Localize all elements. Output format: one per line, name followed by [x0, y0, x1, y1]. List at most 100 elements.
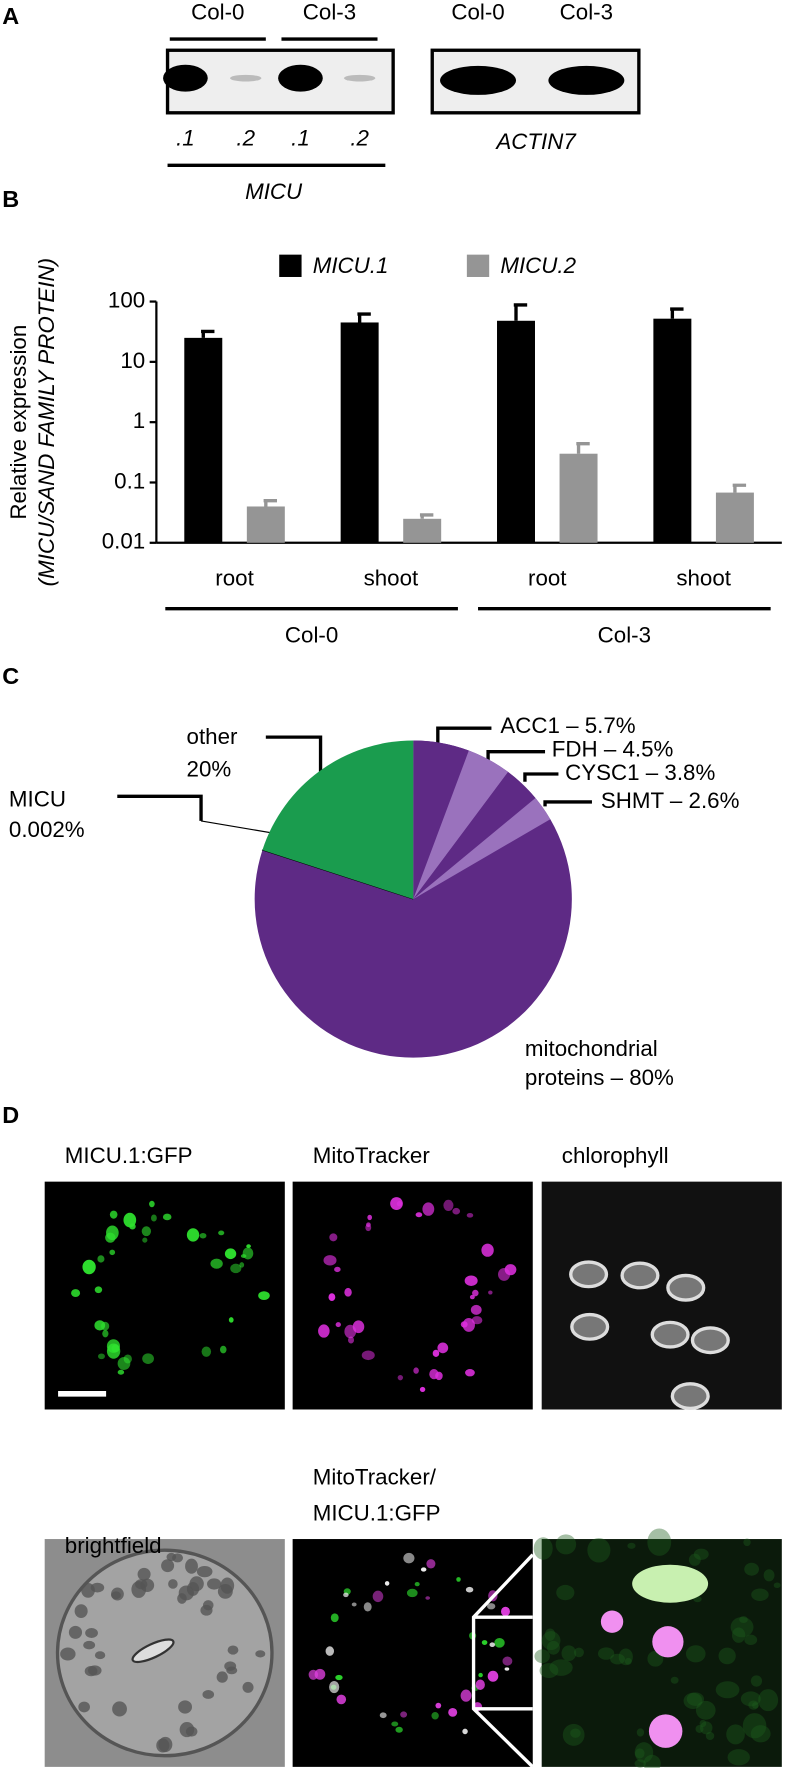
- micrograph-speck: [413, 1367, 419, 1374]
- micrograph-speck: [634, 1759, 647, 1768]
- micrograph-speck: [390, 1197, 403, 1211]
- micrograph-speck: [372, 1590, 384, 1603]
- pie-slice: [413, 750, 509, 900]
- micrograph-speck: [142, 1237, 148, 1243]
- micrograph-speck: [744, 1562, 759, 1576]
- y-tick-label: 1: [133, 408, 145, 433]
- micrograph-speck: [101, 1321, 110, 1331]
- micrograph-speck: [504, 1667, 510, 1671]
- micrograph-speck: [636, 1728, 645, 1737]
- micrograph-speck: [94, 1651, 106, 1660]
- micrograph-speck: [109, 1249, 116, 1256]
- lane-header: Col-3: [560, 0, 613, 24]
- micrograph-speck: [202, 1600, 214, 1611]
- gel-band: [344, 74, 376, 82]
- micrograph-speck: [478, 1672, 483, 1678]
- legend-swatch: [466, 254, 490, 277]
- lane-label: .1: [176, 126, 195, 151]
- micrograph-speck: [481, 1243, 494, 1257]
- micrograph-speck: [156, 1738, 170, 1753]
- micrograph-speck: [751, 1588, 769, 1601]
- panel-letter: C: [2, 663, 19, 689]
- micrograph-speck: [258, 1291, 270, 1300]
- micrograph-speck: [465, 1586, 474, 1593]
- micrograph-speck: [462, 1728, 468, 1735]
- bar: [184, 337, 223, 543]
- micrograph-speck: [544, 1628, 556, 1641]
- gel-band: [230, 74, 262, 82]
- micrograph-speck: [403, 1552, 415, 1564]
- chloroplast: [666, 1273, 706, 1302]
- micrograph-speck: [334, 1266, 341, 1273]
- micrograph-speck: [186, 1228, 200, 1242]
- x-tick-label: shoot: [676, 566, 731, 591]
- legend-label: MICU.2: [500, 253, 576, 278]
- micrograph-speck: [366, 1222, 371, 1228]
- micrograph-speck: [750, 1725, 771, 1743]
- micrograph-speck: [683, 1692, 703, 1709]
- micrograph-label: MitoTracker/: [313, 1465, 437, 1490]
- micrograph-speck: [207, 1578, 222, 1590]
- group-label: Col-3: [598, 623, 651, 648]
- micrograph-speck: [456, 1577, 461, 1582]
- micrograph-speck: [555, 1534, 577, 1555]
- micrograph-speck: [443, 1199, 454, 1211]
- micrograph-speck: [218, 1230, 225, 1236]
- legend-swatch: [279, 254, 302, 277]
- stoma: [131, 1638, 175, 1664]
- micrograph-speck: [328, 1293, 336, 1302]
- micrograph-speck: [466, 1212, 474, 1218]
- gene-label: ACTIN7: [494, 129, 577, 154]
- bar: [497, 320, 535, 543]
- micrograph-speck: [220, 1577, 235, 1594]
- micrograph-speck: [460, 1321, 468, 1328]
- micrograph-speck: [90, 1582, 105, 1593]
- micrograph-speck: [494, 1638, 505, 1648]
- micrograph-speck: [117, 1369, 125, 1375]
- micrograph-speck: [105, 1232, 116, 1243]
- micrograph-speck: [472, 1289, 479, 1297]
- micrograph-speck: [715, 1681, 740, 1699]
- micrograph-speck: [177, 1593, 187, 1604]
- micrograph-speck: [391, 1721, 399, 1727]
- micrograph-speck: [102, 1329, 109, 1338]
- gene-label: MICU: [245, 179, 303, 204]
- micrograph-speck: [751, 1702, 759, 1709]
- y-tick-label: 0.1: [114, 468, 145, 493]
- micrograph-speck: [137, 1567, 151, 1581]
- micrograph-speck: [60, 1647, 76, 1661]
- micrograph-speck: [731, 1627, 746, 1643]
- micrograph-speck: [397, 1374, 404, 1381]
- micrograph-speck: [189, 1576, 204, 1592]
- group-label: Col-0: [285, 623, 338, 648]
- micrograph-speck: [464, 1275, 478, 1286]
- micrograph-speck: [419, 1386, 426, 1392]
- micrograph-speck: [242, 1681, 254, 1693]
- micrograph-speck: [502, 1656, 513, 1666]
- y-axis-label: Relative expression: [6, 325, 31, 520]
- chloroplast: [570, 1312, 610, 1341]
- micrograph-speck: [344, 1287, 352, 1297]
- micrograph-label: chlorophyll: [562, 1143, 669, 1168]
- bar: [653, 318, 692, 543]
- micrograph-speck: [549, 1659, 573, 1676]
- micrograph-speck: [546, 1640, 560, 1655]
- pie-label: other: [187, 724, 238, 749]
- micrograph-speck: [395, 1726, 403, 1733]
- micrograph-speck: [726, 1724, 745, 1745]
- organelle: [652, 1626, 684, 1658]
- chloroplast: [620, 1261, 660, 1290]
- panel-letter: B: [2, 186, 19, 212]
- error-bar: [732, 483, 747, 493]
- micrograph-speck: [685, 1645, 706, 1663]
- micrograph-speck: [718, 1647, 736, 1665]
- lane-label: .2: [350, 126, 369, 151]
- micrograph-speck: [226, 1666, 238, 1675]
- micrograph-speck: [739, 1616, 748, 1623]
- micrograph-speck: [325, 1646, 335, 1656]
- micrograph-speck: [500, 1606, 510, 1617]
- micrograph-speck: [82, 1259, 96, 1275]
- micrograph-speck: [363, 1602, 372, 1612]
- micrograph-speck: [71, 1289, 81, 1298]
- micrograph-speck: [487, 1603, 496, 1610]
